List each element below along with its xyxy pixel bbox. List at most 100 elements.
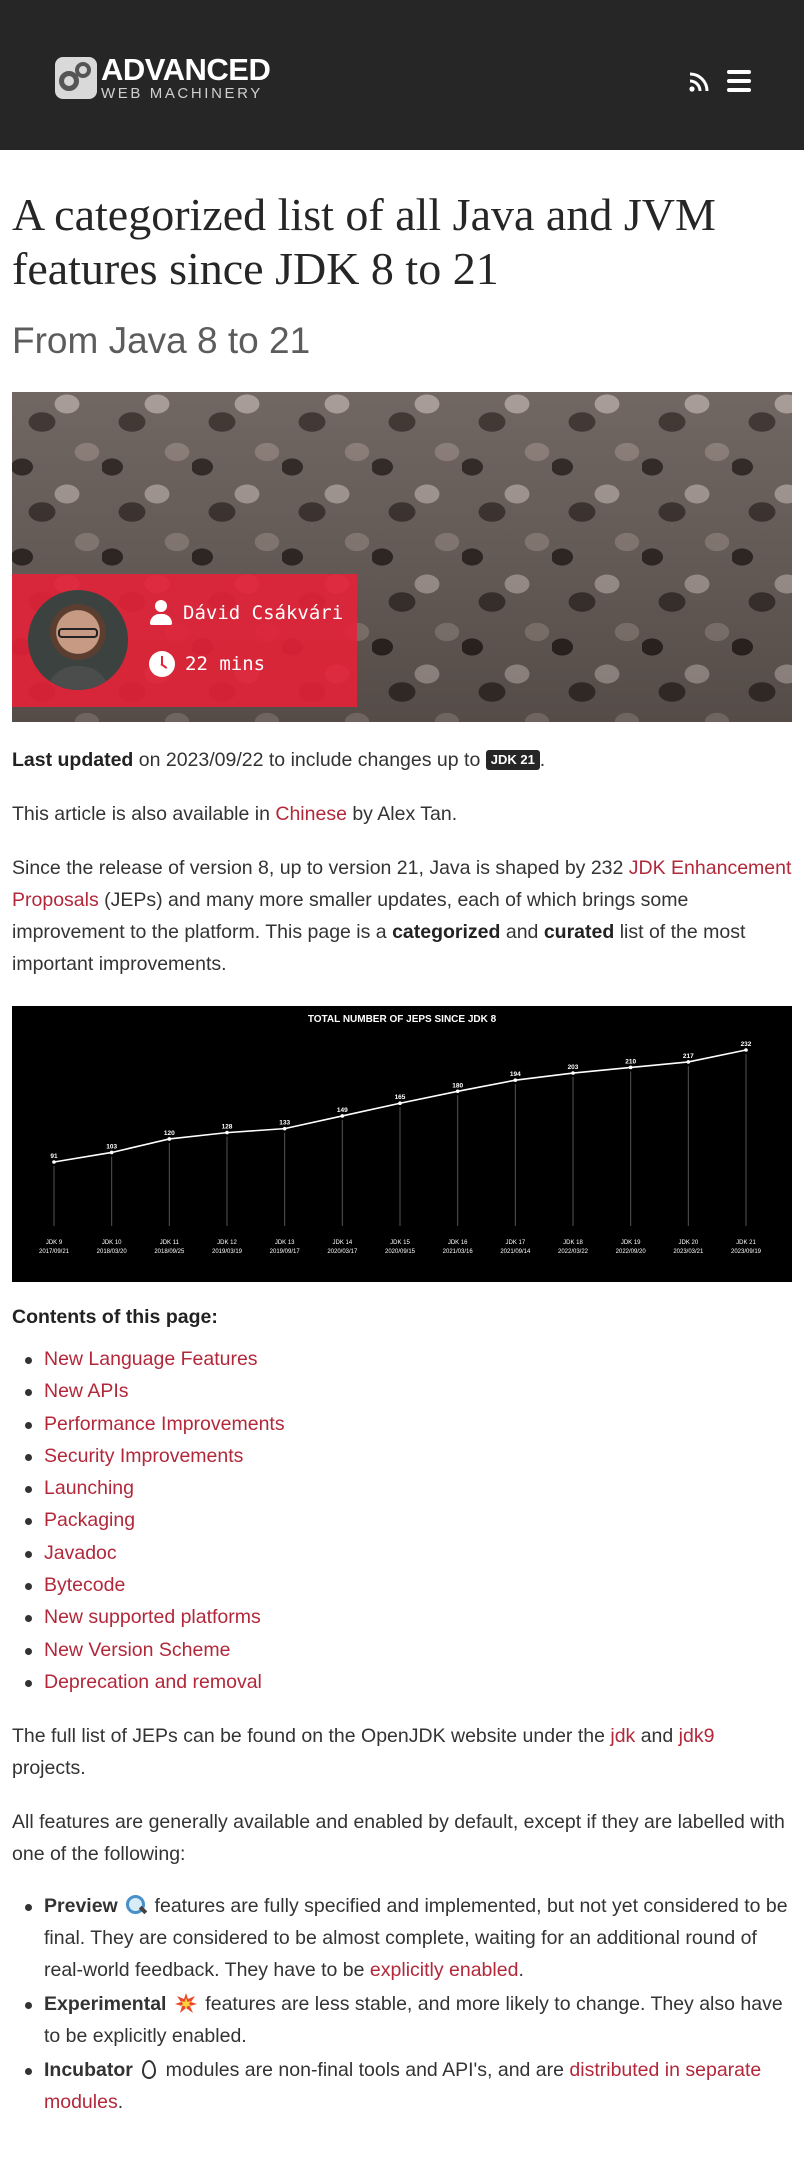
chart-date-label: 2023/09/19 bbox=[731, 1249, 762, 1255]
chart-point bbox=[513, 1078, 518, 1082]
chart-value-label: 210 bbox=[625, 1058, 636, 1065]
toc-link-version-scheme[interactable]: New Version Scheme bbox=[44, 1638, 231, 1661]
incubator-text: modules are non-final tools and API's, a… bbox=[160, 2059, 570, 2082]
full-list-and: and bbox=[635, 1725, 679, 1748]
translation-author: by Alex Tan. bbox=[346, 803, 458, 825]
incubator-end: . bbox=[117, 2091, 124, 2114]
toc-link-new-language-features[interactable]: New Language Features bbox=[44, 1348, 258, 1370]
last-updated-paragraph: Last updated on 2023/09/22 to include ch… bbox=[12, 744, 792, 776]
toc-link-launching[interactable]: Launching bbox=[44, 1477, 134, 1500]
feature-labels-list: Preview features are fully specified and… bbox=[12, 1890, 792, 2118]
jeps-chart-svg: TOTAL NUMBER OF JEPS SINCE JDK 8 91 JDK 9… bbox=[39, 1014, 762, 1255]
toc-item: Security Improvements bbox=[25, 1440, 792, 1472]
toc-item: Packaging bbox=[25, 1504, 792, 1536]
intro-paragraph: Since the release of version 8, up to ve… bbox=[12, 852, 792, 980]
toc-item: Bytecode bbox=[25, 1569, 792, 1601]
read-time: 22 mins bbox=[185, 653, 266, 675]
toc-link-new-apis[interactable]: New APIs bbox=[44, 1380, 129, 1403]
toc-link-performance[interactable]: Performance Improvements bbox=[44, 1412, 285, 1435]
chart-point bbox=[571, 1071, 575, 1075]
chart-category-label: JDK 17 bbox=[505, 1240, 525, 1246]
chart-point bbox=[455, 1089, 460, 1094]
toc-link-platforms[interactable]: New supported platforms bbox=[44, 1606, 261, 1629]
rss-icon[interactable] bbox=[689, 72, 709, 92]
site-logo[interactable]: ADVANCED WEB MACHINERY bbox=[55, 54, 271, 101]
full-list-text: The full list of JEPs can be found on th… bbox=[12, 1725, 611, 1748]
intro-text-2: (JEPs) and many more smaller updates, ea… bbox=[12, 889, 689, 943]
author-name-row: Dávid Csákvári bbox=[149, 600, 343, 626]
chart-point bbox=[282, 1126, 287, 1131]
chart-date-label: 2021/09/14 bbox=[500, 1249, 531, 1255]
jdk9-project-link[interactable]: jdk9 bbox=[678, 1725, 715, 1748]
toc-link-javadoc[interactable]: Javadoc bbox=[44, 1541, 117, 1564]
chinese-translation-link[interactable]: Chinese bbox=[275, 803, 347, 825]
chart-date-label: 2018/09/25 bbox=[154, 1249, 185, 1255]
experimental-text: features are less stable, and more likel… bbox=[44, 1993, 783, 2048]
chart-point bbox=[109, 1150, 114, 1155]
person-icon bbox=[149, 600, 173, 626]
chart-category-label: JDK 19 bbox=[621, 1240, 641, 1246]
author-avatar[interactable] bbox=[28, 590, 128, 690]
chart-date-label: 2019/03/19 bbox=[212, 1249, 243, 1255]
chart-value-label: 103 bbox=[106, 1143, 117, 1150]
chart-value-label: 165 bbox=[395, 1094, 406, 1101]
chart-point bbox=[686, 1060, 691, 1064]
author-name[interactable]: Dávid Csákvári bbox=[183, 602, 344, 624]
chart-value-label: 194 bbox=[510, 1071, 521, 1078]
toc-link-packaging[interactable]: Packaging bbox=[44, 1509, 136, 1532]
toc-link-security[interactable]: Security Improvements bbox=[44, 1444, 244, 1467]
toc-item: Deprecation and removal bbox=[25, 1666, 792, 1698]
toc-link-deprecation[interactable]: Deprecation and removal bbox=[44, 1670, 262, 1693]
chart-date-label: 2023/03/21 bbox=[673, 1249, 704, 1255]
explicitly-enabled-link[interactable]: explicitly enabled bbox=[369, 1959, 519, 1982]
chart-category-label: JDK 14 bbox=[332, 1240, 352, 1246]
chart-category-label: JDK 21 bbox=[736, 1240, 756, 1246]
toc-item: New Version Scheme bbox=[25, 1634, 792, 1666]
separate-modules-link[interactable]: distributed in separate modules bbox=[44, 2059, 762, 2114]
chart-date-label: 2021/03/16 bbox=[443, 1249, 474, 1255]
chart-category-label: JDK 20 bbox=[678, 1240, 698, 1246]
article-subtitle: From Java 8 to 21 bbox=[12, 320, 311, 361]
chart-category-label: JDK 12 bbox=[217, 1240, 237, 1246]
contents-title: Contents of this page: bbox=[12, 1306, 218, 1328]
chart-date-label: 2019/09/17 bbox=[270, 1249, 301, 1255]
chart-point bbox=[744, 1048, 748, 1052]
chart-value-label: 120 bbox=[164, 1130, 175, 1137]
article-main: A categorized list of all Java and JVM f… bbox=[0, 188, 804, 2150]
hamburger-menu-icon[interactable] bbox=[727, 70, 751, 92]
chart-category-label: JDK 9 bbox=[46, 1240, 63, 1246]
preview-end: . bbox=[518, 1959, 524, 1982]
label-item-preview: Preview features are fully specified and… bbox=[25, 1890, 792, 1986]
jep-link[interactable]: JDK Enhancement Proposals bbox=[12, 857, 792, 911]
availability-paragraph: All features are generally available and… bbox=[12, 1811, 785, 1866]
toc-item: New APIs bbox=[25, 1375, 792, 1407]
last-updated-label: Last updated bbox=[12, 749, 134, 771]
chart-value-label: 203 bbox=[568, 1064, 579, 1071]
chart-value-label: 91 bbox=[50, 1153, 58, 1160]
chart-point bbox=[398, 1101, 402, 1106]
chart-category-label: JDK 16 bbox=[448, 1240, 468, 1246]
chart-point bbox=[628, 1065, 633, 1070]
intro-bold-categorized: categorized bbox=[392, 921, 501, 943]
incubator-label: Incubator bbox=[44, 2059, 133, 2082]
toc-item: New Language Features bbox=[25, 1343, 792, 1375]
preview-text: features are fully specified and impleme… bbox=[44, 1895, 788, 1982]
toc-item: Performance Improvements bbox=[25, 1408, 792, 1440]
chart-date-label: 2020/03/17 bbox=[327, 1249, 358, 1255]
chart-date-label: 2017/09/21 bbox=[39, 1249, 70, 1255]
translation-text: This article is also available in bbox=[12, 803, 276, 825]
label-item-incubator: Incubator modules are non-final tools an… bbox=[25, 2054, 792, 2118]
jdk-project-link[interactable]: jdk bbox=[610, 1725, 636, 1748]
chart-value-label: 128 bbox=[222, 1124, 233, 1131]
toc-item: Javadoc bbox=[25, 1537, 792, 1569]
toc-link-bytecode[interactable]: Bytecode bbox=[44, 1574, 126, 1597]
author-box: Dávid Csákvári 22 mins bbox=[12, 574, 357, 707]
chart-date-label: 2020/09/15 bbox=[385, 1249, 416, 1255]
full-list-paragraph: The full list of JEPs can be found on th… bbox=[12, 1720, 792, 1784]
site-header: ADVANCED WEB MACHINERY bbox=[0, 0, 804, 150]
read-time-row: 22 mins bbox=[149, 651, 265, 677]
clock-icon bbox=[149, 651, 175, 677]
hero-image-coffee-beans: Dávid Csákvári 22 mins bbox=[12, 392, 792, 722]
intro-and: and bbox=[500, 921, 544, 943]
toc-item: Launching bbox=[25, 1472, 792, 1504]
